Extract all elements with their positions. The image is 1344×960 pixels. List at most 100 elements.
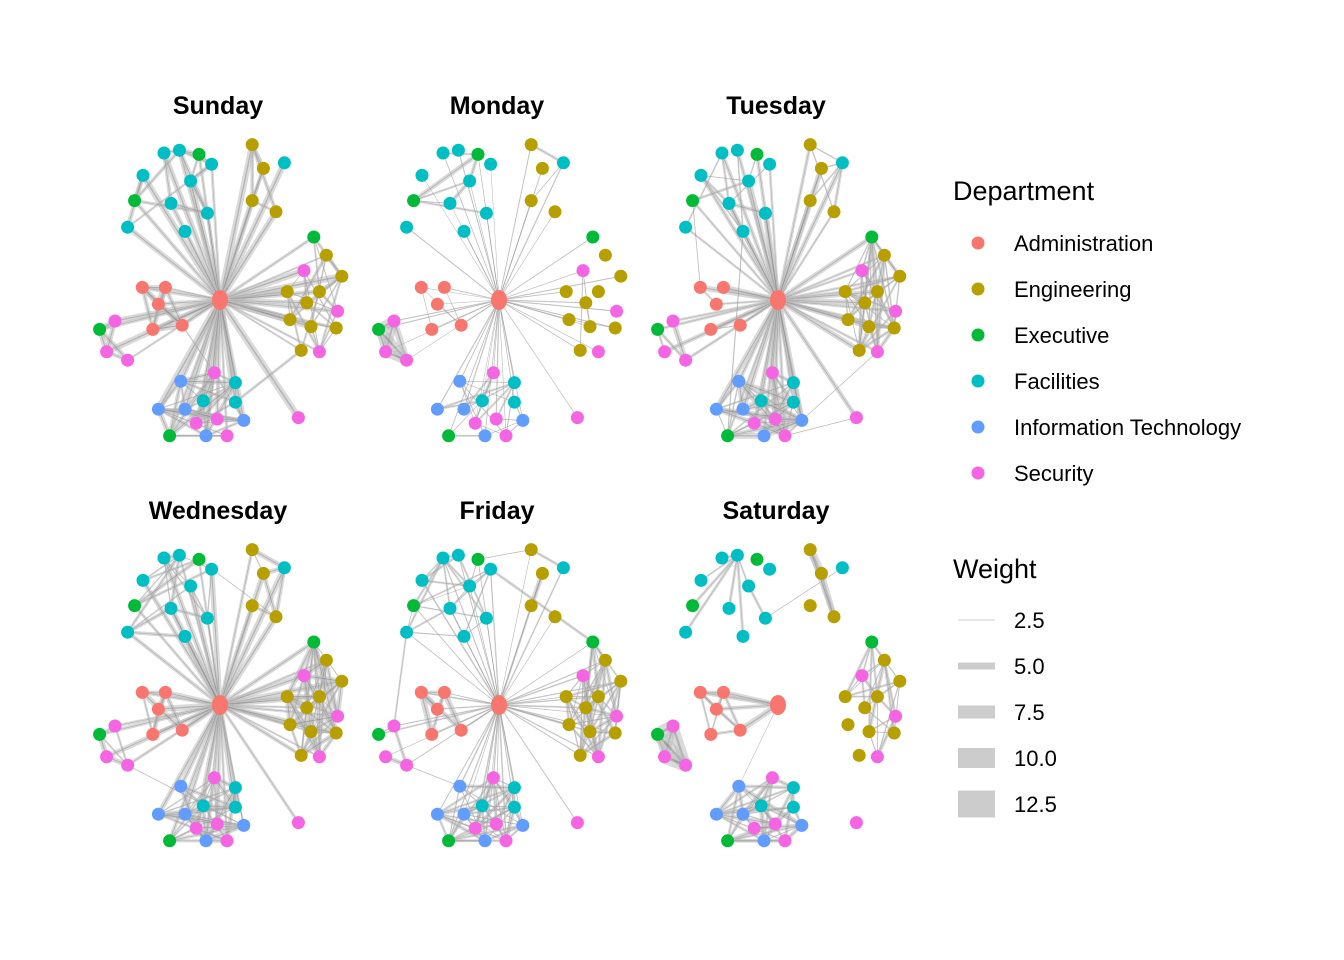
edge	[405, 631, 465, 638]
node	[484, 157, 498, 171]
edge	[406, 299, 500, 361]
edge-core	[685, 152, 723, 228]
edge-core	[858, 302, 866, 351]
edge	[498, 674, 584, 706]
edge-core	[127, 764, 244, 826]
node	[400, 220, 414, 234]
edge	[738, 704, 779, 787]
node	[228, 376, 242, 390]
edge	[700, 554, 739, 582]
edge	[420, 287, 433, 330]
node	[499, 429, 513, 443]
edge-core	[498, 144, 532, 301]
node	[307, 230, 321, 244]
edge	[483, 823, 525, 843]
edge	[775, 297, 859, 420]
edge-core	[319, 696, 337, 734]
edge-core	[448, 400, 483, 436]
node	[870, 750, 884, 764]
node	[765, 366, 779, 380]
edge-core	[275, 567, 285, 617]
edge	[163, 690, 185, 733]
node	[742, 174, 756, 188]
edge-core	[498, 680, 621, 706]
node	[814, 161, 828, 175]
legend-label: Executive	[1014, 323, 1109, 348]
edge	[579, 715, 618, 757]
node	[312, 690, 326, 704]
node	[291, 411, 305, 425]
edge-core	[495, 299, 500, 420]
edge-core	[406, 631, 465, 637]
edge-core	[251, 144, 277, 212]
node	[778, 429, 792, 443]
node	[135, 280, 149, 294]
edge-core	[142, 559, 200, 581]
panel-saturday: Saturday	[651, 497, 907, 848]
edge-core	[844, 641, 873, 697]
edge-core	[448, 825, 523, 842]
edge-core	[181, 325, 215, 373]
node	[400, 758, 414, 772]
node	[591, 690, 605, 704]
edge	[392, 724, 409, 767]
node	[479, 611, 493, 625]
edge-core	[498, 299, 578, 418]
edge	[457, 149, 500, 301]
edge	[154, 296, 224, 413]
edge-core	[219, 605, 253, 706]
edge-core	[262, 573, 277, 617]
edge-core	[406, 227, 500, 301]
node	[335, 674, 349, 688]
edge	[726, 824, 804, 843]
edge-core	[127, 163, 212, 228]
edge-core	[190, 585, 221, 706]
node	[507, 395, 521, 409]
nodes	[651, 543, 907, 848]
node	[471, 147, 485, 161]
legend-key-dot	[971, 466, 985, 480]
node	[730, 143, 744, 157]
node	[516, 818, 530, 832]
edge-core	[845, 680, 900, 697]
edge-core	[589, 681, 622, 732]
edge-core	[413, 154, 479, 201]
edge	[495, 299, 500, 420]
node	[478, 429, 492, 443]
edge-core	[437, 777, 494, 815]
node	[651, 727, 665, 741]
node	[437, 280, 451, 294]
node	[889, 304, 903, 318]
node	[716, 685, 730, 699]
edge-core	[184, 636, 221, 706]
node	[591, 750, 605, 764]
edge	[691, 553, 739, 608]
edge	[498, 704, 617, 717]
node	[715, 146, 729, 160]
node	[736, 402, 750, 416]
node	[865, 230, 879, 244]
edge	[776, 210, 836, 302]
edge-core	[459, 381, 507, 436]
edge-core	[127, 299, 221, 361]
edge	[447, 805, 516, 843]
edge-core	[486, 618, 500, 706]
edge-core	[475, 382, 515, 424]
node	[300, 296, 314, 310]
node	[164, 601, 178, 615]
node	[335, 269, 349, 283]
nodes	[93, 543, 349, 848]
weight-legend: Weight 2.5 5.0 7.5 10.0 12.5	[953, 554, 1057, 818]
edge	[459, 380, 486, 437]
node	[877, 653, 891, 667]
node	[721, 834, 735, 848]
node	[852, 748, 866, 762]
node	[838, 285, 852, 299]
node	[245, 599, 259, 613]
edge-core	[459, 380, 515, 383]
node	[269, 610, 283, 624]
node	[200, 611, 214, 625]
node	[442, 834, 456, 848]
node	[559, 690, 573, 704]
edge-core	[319, 276, 343, 352]
